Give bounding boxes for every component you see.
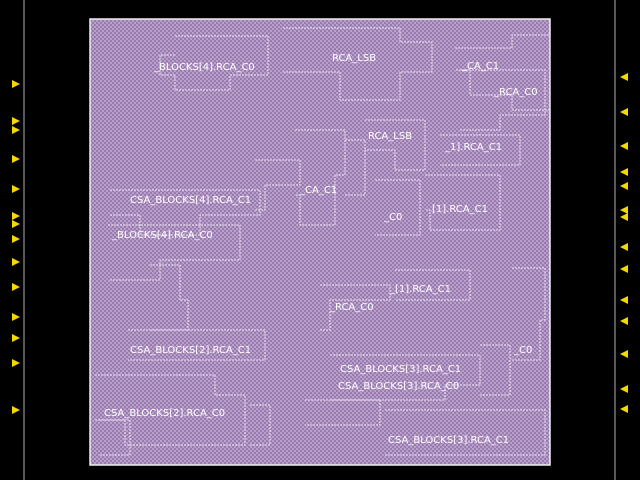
label-csa-blocks4-rca-c1: CSA_BLOCKS[4].RCA_C1 (130, 195, 251, 206)
pin-left (12, 334, 20, 342)
label-1-rca-c1-mid: [1].RCA_C1 (432, 204, 488, 215)
pin-left (12, 406, 20, 414)
label-csa-blocks2-rca-c0: CSA_BLOCKS[2].RCA_C0 (104, 408, 225, 419)
label-rca-c0-topright: _RCA_C0 (493, 87, 538, 98)
label-csa-blocks3-rca-c1-b: CSA_BLOCKS[3].RCA_C1 (388, 435, 509, 446)
label-rca-lsb-mid: RCA_LSB (368, 131, 412, 142)
block-labels: _BLOCKS[4].RCA_C0 RCA_LSB _CA_C1 _RCA_C0… (104, 53, 538, 446)
pin-right (620, 213, 628, 221)
pin-left (12, 313, 20, 321)
label-ca-c1-topright: _CA_C1 (461, 61, 499, 72)
pin-right (620, 296, 628, 304)
pin-left (12, 185, 20, 193)
pin-left (12, 212, 20, 220)
label-csa-blocks3-rca-c1-a: CSA_BLOCKS[3].RCA_C1 (340, 364, 461, 375)
pin-left (12, 220, 20, 228)
label-1-rca-c1-right: _1].RCA_C1 (444, 142, 502, 153)
label-csa-blocks3-rca-c0: CSA_BLOCKS[3].RCA_C0 (338, 381, 459, 392)
pin-left (12, 126, 20, 134)
pin-left (12, 80, 20, 88)
label-c0-mid: _C0 (383, 212, 402, 223)
pin-right (620, 182, 628, 190)
pin-left (12, 283, 20, 291)
label-ca-c1-mid: _CA_C1 (299, 185, 337, 196)
pin-right (620, 168, 628, 176)
label-c0-right: _C0 (513, 345, 532, 356)
pin-right (620, 317, 628, 325)
right-pins (620, 73, 628, 413)
label-rca-lsb-top: RCA_LSB (332, 53, 376, 64)
label-1-rca-c1-center: _[1].RCA_C1 (389, 284, 451, 295)
pin-right (620, 243, 628, 251)
pin-right (620, 108, 628, 116)
pin-right (620, 405, 628, 413)
pin-left (12, 155, 20, 163)
label-blocks4-rca-c0-top: _BLOCKS[4].RCA_C0 (153, 62, 255, 73)
pin-left (12, 258, 20, 266)
label-blocks4-rca-c0-left: _BLOCKS[4].RCA_C0 (111, 230, 213, 241)
pin-right (620, 73, 628, 81)
pin-right (620, 385, 628, 393)
pin-left (12, 359, 20, 367)
core-area[interactable] (89, 18, 551, 466)
label-csa-blocks2-rca-c1: CSA_BLOCKS[2].RCA_C1 (130, 345, 251, 356)
left-pins (12, 80, 20, 414)
pin-left (12, 235, 20, 243)
pin-right (620, 142, 628, 150)
label-rca-c0-center: _RCA_C0 (329, 302, 374, 313)
pin-right (620, 350, 628, 358)
block-outlines (95, 27, 551, 456)
pin-right (620, 265, 628, 273)
pin-left (12, 117, 20, 125)
pin-right (620, 206, 628, 214)
